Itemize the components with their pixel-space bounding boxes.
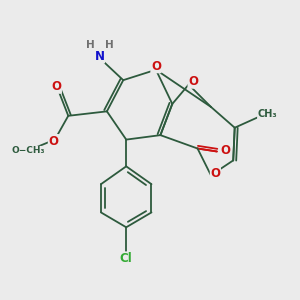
Text: CH₃: CH₃: [258, 109, 277, 119]
Text: O: O: [51, 80, 62, 93]
Text: O−CH₃: O−CH₃: [11, 146, 45, 155]
Text: N: N: [94, 50, 104, 63]
Text: O: O: [210, 167, 220, 180]
Text: H: H: [106, 40, 114, 50]
Text: Cl: Cl: [120, 252, 133, 265]
Text: O: O: [188, 75, 198, 88]
Text: H: H: [86, 40, 95, 50]
Text: O: O: [221, 143, 231, 157]
Text: O: O: [151, 60, 161, 73]
Text: O: O: [48, 135, 59, 148]
